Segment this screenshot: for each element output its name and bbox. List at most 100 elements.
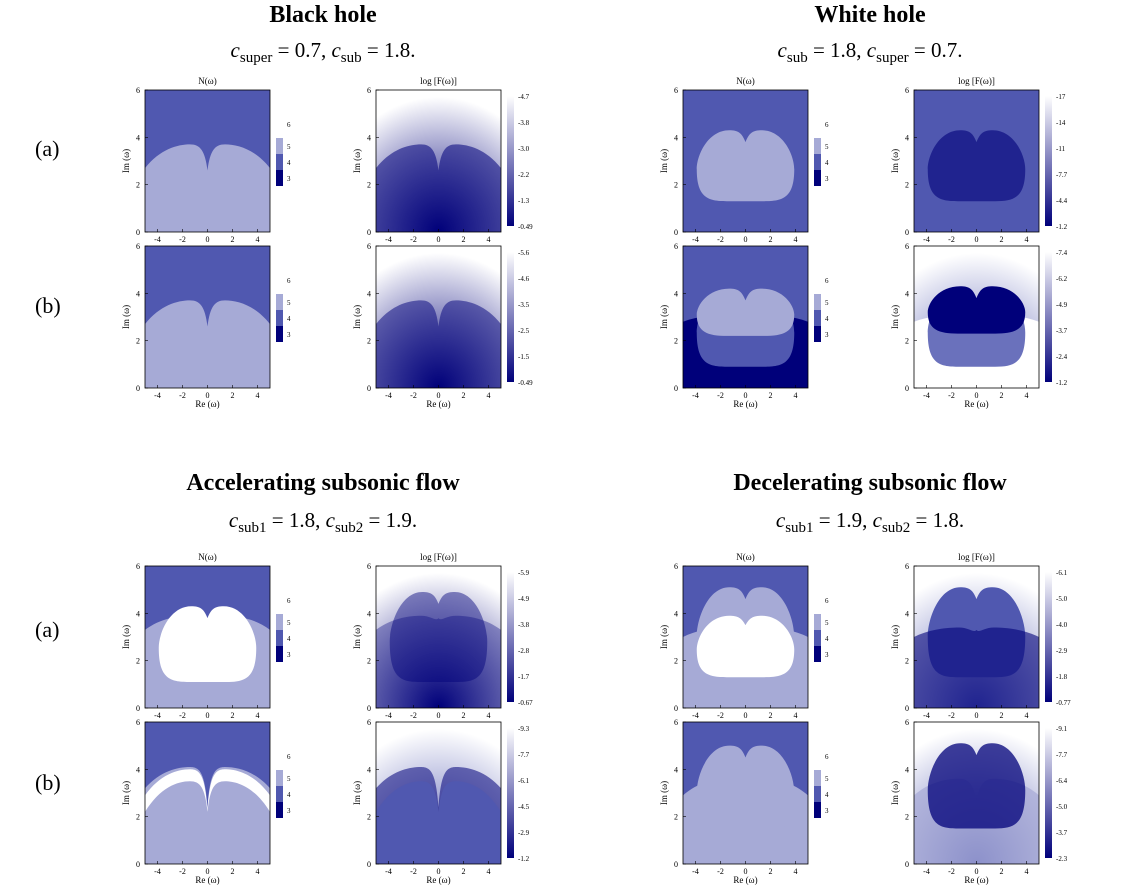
x-tick-label: -2 bbox=[717, 867, 724, 876]
y-tick-label: 6 bbox=[905, 562, 909, 571]
x-tick-label: -2 bbox=[410, 391, 417, 400]
colorbar-label: 3 bbox=[287, 651, 291, 659]
colorbar-segment bbox=[814, 630, 821, 646]
colorbar-label: 3 bbox=[825, 331, 829, 339]
colorbar-segment bbox=[814, 138, 821, 154]
x-tick-label: 0 bbox=[975, 235, 979, 244]
y-tick-label: 2 bbox=[367, 337, 371, 346]
y-tick-label: 0 bbox=[367, 704, 371, 713]
colorbar-label: 3 bbox=[287, 807, 291, 815]
y-tick-label: 2 bbox=[905, 813, 909, 822]
colorbar-label: -14 bbox=[1056, 119, 1066, 127]
colorbar-label: -2.5 bbox=[518, 327, 530, 335]
colorbar-label: -1.2 bbox=[1056, 223, 1068, 231]
x-tick-label: 0 bbox=[206, 867, 210, 876]
y-tick-label: 4 bbox=[367, 289, 371, 298]
y-tick-label: 0 bbox=[905, 704, 909, 713]
x-axis-label: Re (ω) bbox=[195, 875, 219, 885]
y-axis-label: Im (ω) bbox=[890, 625, 900, 649]
region-lower bbox=[376, 300, 501, 388]
x-axis-label: Re (ω) bbox=[964, 399, 988, 409]
N-panel: 0 2 4 6 -4 -2 0 2 4 Re (ω) Im (ω) 3 4 5 6 bbox=[659, 242, 829, 409]
colorbar bbox=[507, 252, 514, 382]
colorbar-label: -1.8 bbox=[1056, 673, 1068, 681]
x-tick-label: -4 bbox=[385, 867, 392, 876]
region-lower bbox=[914, 627, 1039, 708]
x-tick-label: -4 bbox=[923, 391, 930, 400]
y-tick-label: 0 bbox=[136, 860, 140, 869]
x-tick-label: -4 bbox=[385, 711, 392, 720]
x-tick-label: 0 bbox=[744, 711, 748, 720]
region-heart bbox=[158, 606, 257, 682]
plot-area bbox=[376, 566, 501, 708]
group-subtitle-accelerating: csub1 = 1.8, csub2 = 1.9. bbox=[228, 508, 418, 537]
y-tick-label: 4 bbox=[674, 289, 678, 298]
x-tick-label: 0 bbox=[206, 711, 210, 720]
x-tick-label: 0 bbox=[975, 711, 979, 720]
panel-title-N: N(ω) bbox=[736, 552, 754, 562]
region-heart bbox=[389, 592, 488, 682]
plot-area bbox=[683, 722, 808, 864]
region-heart bbox=[927, 286, 1026, 334]
colorbar-label: 3 bbox=[287, 331, 291, 339]
y-tick-label: 0 bbox=[136, 228, 140, 237]
plot-area bbox=[376, 722, 501, 864]
panel-title-logF: log [F(ω)] bbox=[958, 76, 995, 86]
x-tick-label: -2 bbox=[179, 235, 186, 244]
x-tick-label: -2 bbox=[410, 235, 417, 244]
x-tick-label: 2 bbox=[769, 235, 773, 244]
x-tick-label: 0 bbox=[437, 391, 441, 400]
x-tick-label: 0 bbox=[206, 391, 210, 400]
y-tick-label: 4 bbox=[367, 765, 371, 774]
region-lower bbox=[145, 300, 270, 388]
y-tick-label: 0 bbox=[674, 704, 678, 713]
region-heart bbox=[927, 130, 1026, 202]
colorbar-label: -1.3 bbox=[518, 197, 530, 205]
y-tick-label: 4 bbox=[136, 133, 140, 142]
y-axis-label: Im (ω) bbox=[890, 305, 900, 329]
y-tick-label: 0 bbox=[136, 704, 140, 713]
y-tick-label: 6 bbox=[674, 562, 678, 571]
N-panel: 0 2 4 6 -4 -2 0 2 4 Im (ω) 3 4 5 6 bbox=[121, 86, 291, 244]
colorbar-label: 5 bbox=[287, 143, 291, 151]
plot-area bbox=[914, 722, 1039, 864]
group-subtitle-decelerating: csub1 = 1.9, csub2 = 1.8. bbox=[775, 508, 965, 537]
plot-area bbox=[914, 566, 1039, 708]
x-tick-label: 2 bbox=[769, 867, 773, 876]
x-tick-label: -4 bbox=[154, 711, 161, 720]
colorbar-label: 6 bbox=[287, 597, 291, 605]
colorbar-label: -3.7 bbox=[1056, 829, 1068, 837]
colorbar-label: 3 bbox=[825, 651, 829, 659]
colorbar-label: -4.7 bbox=[518, 93, 530, 101]
x-tick-label: 4 bbox=[256, 711, 260, 720]
colorbar-label: -2.2 bbox=[518, 171, 530, 179]
colorbar-label: 3 bbox=[825, 807, 829, 815]
colorbar-label: 3 bbox=[287, 175, 291, 183]
y-axis-label: Im (ω) bbox=[659, 149, 669, 173]
y-tick-label: 6 bbox=[136, 562, 140, 571]
x-tick-label: -4 bbox=[923, 711, 930, 720]
x-tick-label: 2 bbox=[1000, 235, 1004, 244]
colorbar-label: 6 bbox=[287, 121, 291, 129]
colorbar-segment bbox=[276, 802, 283, 818]
colorbar-label: -11 bbox=[1056, 145, 1066, 153]
colorbar-label: -3.8 bbox=[518, 119, 530, 127]
y-axis-label: Im (ω) bbox=[890, 781, 900, 805]
colorbar-label: -4.6 bbox=[518, 275, 530, 283]
colorbar bbox=[1045, 572, 1052, 702]
group-title-white-hole: White hole bbox=[814, 2, 926, 28]
x-tick-label: -2 bbox=[948, 391, 955, 400]
y-tick-label: 6 bbox=[905, 718, 909, 727]
panel-title-logF: log [F(ω)] bbox=[420, 552, 457, 562]
colorbar-label: -0.49 bbox=[518, 379, 533, 387]
colorbar-label: -4.9 bbox=[518, 595, 530, 603]
colorbar-label: 6 bbox=[287, 753, 291, 761]
y-tick-label: 4 bbox=[905, 133, 909, 142]
x-tick-label: 4 bbox=[487, 235, 491, 244]
logF-panel: 0 2 4 6 -4 -2 0 2 4 Re (ω) Im (ω) -5.6 -4.6 -3.5 -2.5 -… bbox=[352, 242, 533, 409]
y-tick-label: 6 bbox=[905, 242, 909, 251]
colorbar-segment bbox=[276, 170, 283, 186]
colorbar-label: 4 bbox=[287, 159, 291, 167]
colorbar-segment bbox=[276, 294, 283, 310]
colorbar-label: 6 bbox=[825, 121, 829, 129]
